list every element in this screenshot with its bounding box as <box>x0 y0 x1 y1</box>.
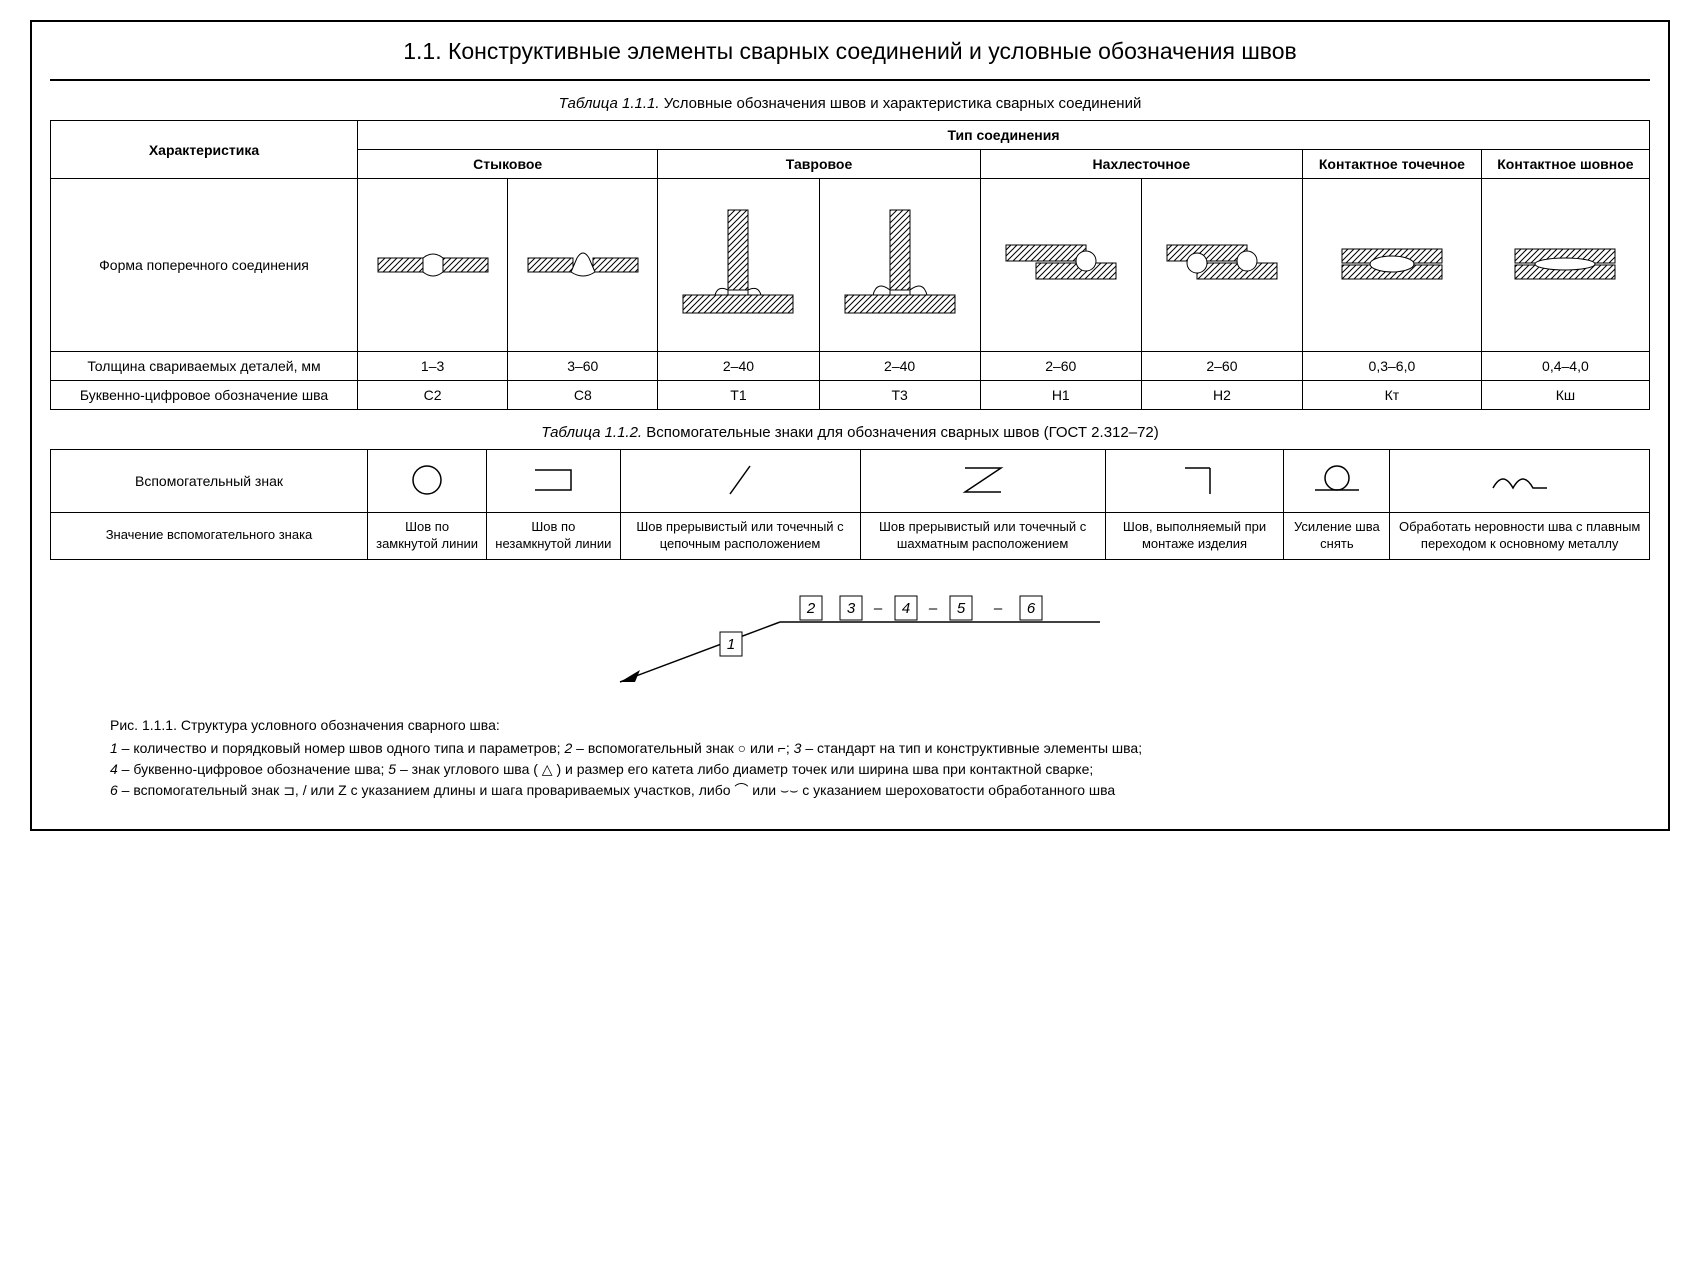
t1-thk-2: 2–40 <box>658 352 819 381</box>
t1-header-type: Тип соединения <box>358 121 1650 150</box>
t1-col-seam: Контактное шовное <box>1481 150 1649 179</box>
t1-code-0: С2 <box>358 381 508 410</box>
table1-caption: Таблица 1.1.1. Условные обозначения швов… <box>50 95 1650 112</box>
table1: Характеристика Тип соединения Стыковое Т… <box>50 120 1650 410</box>
t1-thk-7: 0,4–4,0 <box>1481 352 1649 381</box>
t2-mean-3: Шов прерывистый или точечный с шахматным… <box>860 513 1105 560</box>
spot-kt-icon <box>1332 235 1452 295</box>
t1-header-characteristic: Характеристика <box>51 121 358 179</box>
svg-text:–: – <box>993 600 1003 617</box>
page-frame: 1.1. Конструктивные элементы сварных сое… <box>30 20 1670 831</box>
t1-code-3: Т3 <box>819 381 980 410</box>
tee-t3-icon <box>835 200 965 330</box>
t1-diagram-ksh <box>1481 179 1649 352</box>
t2-sym-flag <box>1105 450 1284 513</box>
t1-col-lap: Нахлесточное <box>980 150 1302 179</box>
butt-c8-icon <box>523 240 643 290</box>
svg-text:–: – <box>873 600 883 617</box>
t1-col-spot: Контактное точечное <box>1303 150 1482 179</box>
t2-mean-2: Шов прерывистый или точечный с цепочным … <box>620 513 860 560</box>
t1-code-4: Н1 <box>980 381 1141 410</box>
t1-diagram-h2 <box>1141 179 1302 352</box>
section-title: 1.1. Конструктивные элементы сварных сое… <box>50 38 1650 81</box>
reinforcement-remove-icon <box>1307 460 1367 500</box>
t1-thk-5: 2–60 <box>1141 352 1302 381</box>
t2-mean-6: Обработать неровности шва с плавным пере… <box>1390 513 1650 560</box>
t2-mean-5: Усиление шва снять <box>1284 513 1390 560</box>
slash-icon <box>715 460 765 500</box>
t1-code-7: Кш <box>1481 381 1649 410</box>
svg-text:6: 6 <box>1027 600 1036 617</box>
t2-mean-0: Шов по замкнутой линии <box>368 513 487 560</box>
t1-code-1: С8 <box>508 381 658 410</box>
t2-sym-slash <box>620 450 860 513</box>
t1-code-5: Н2 <box>1141 381 1302 410</box>
flag-icon <box>1170 460 1220 500</box>
t1-diagram-t1 <box>658 179 819 352</box>
t1-diagram-t3 <box>819 179 980 352</box>
t1-thk-3: 2–40 <box>819 352 980 381</box>
tee-t1-icon <box>673 200 803 330</box>
t1-col-butt: Стыковое <box>358 150 658 179</box>
t1-code-2: Т1 <box>658 381 819 410</box>
t1-diagram-c2 <box>358 179 508 352</box>
fig-line3: 6 – вспомогательный знак ⊐, / или Z с ук… <box>110 780 1590 801</box>
table2: Вспомогательный знак <box>50 449 1650 560</box>
t1-row-code-label: Буквенно-цифровое обозначение шва <box>51 381 358 410</box>
t1-col-tee: Тавровое <box>658 150 980 179</box>
svg-text:2: 2 <box>806 600 816 617</box>
t1-thk-4: 2–60 <box>980 352 1141 381</box>
leader-figure: 1 2 3 – 4 – 5 – 6 <box>50 582 1650 707</box>
t1-thk-0: 1–3 <box>358 352 508 381</box>
t2-sym-open-rect <box>487 450 620 513</box>
fig-line2: 4 – буквенно-цифровое обозначение шва; 5… <box>110 759 1590 780</box>
t1-row-thickness-label: Толщина свариваемых деталей, мм <box>51 352 358 381</box>
t2-header-symbol: Вспомогательный знак <box>51 450 368 513</box>
t2-sym-z <box>860 450 1105 513</box>
figure-caption: Рис. 1.1.1. Структура условного обозначе… <box>50 715 1650 811</box>
svg-text:5: 5 <box>957 600 966 617</box>
leader-line-icon: 1 2 3 – 4 – 5 – 6 <box>500 582 1200 702</box>
t2-mean-1: Шов по незамкнутой линии <box>487 513 620 560</box>
t2-sym-circle <box>368 450 487 513</box>
t1-thk-1: 3–60 <box>508 352 658 381</box>
lap-h1-icon <box>996 230 1126 300</box>
svg-text:4: 4 <box>902 600 910 617</box>
z-icon <box>953 460 1013 500</box>
t2-header-meaning: Значение вспомогательного знака <box>51 513 368 560</box>
t1-code-6: Кт <box>1303 381 1482 410</box>
t1-diagram-c8 <box>508 179 658 352</box>
t1-diagram-h1 <box>980 179 1141 352</box>
svg-text:3: 3 <box>847 600 856 617</box>
seam-ksh-icon <box>1505 235 1625 295</box>
svg-text:1: 1 <box>727 636 735 653</box>
butt-c2-icon <box>373 240 493 290</box>
fig-title: Рис. 1.1.1. Структура условного обозначе… <box>110 715 1590 736</box>
fig-line1: 1 – количество и порядковый номер швов о… <box>110 738 1590 759</box>
t2-sym-arc-line <box>1284 450 1390 513</box>
table2-caption: Таблица 1.1.2. Вспомогательные знаки для… <box>50 424 1650 441</box>
t1-diagram-kt <box>1303 179 1482 352</box>
t1-row-form-label: Форма поперечного соединения <box>51 179 358 352</box>
smooth-transition-icon <box>1485 460 1555 500</box>
t2-mean-4: Шов, выполняемый при монтаже изделия <box>1105 513 1284 560</box>
circle-icon <box>402 460 452 500</box>
open-rect-icon <box>523 460 583 500</box>
t1-thk-6: 0,3–6,0 <box>1303 352 1482 381</box>
t2-sym-wave <box>1390 450 1650 513</box>
svg-text:–: – <box>928 600 938 617</box>
lap-h2-icon <box>1157 230 1287 300</box>
